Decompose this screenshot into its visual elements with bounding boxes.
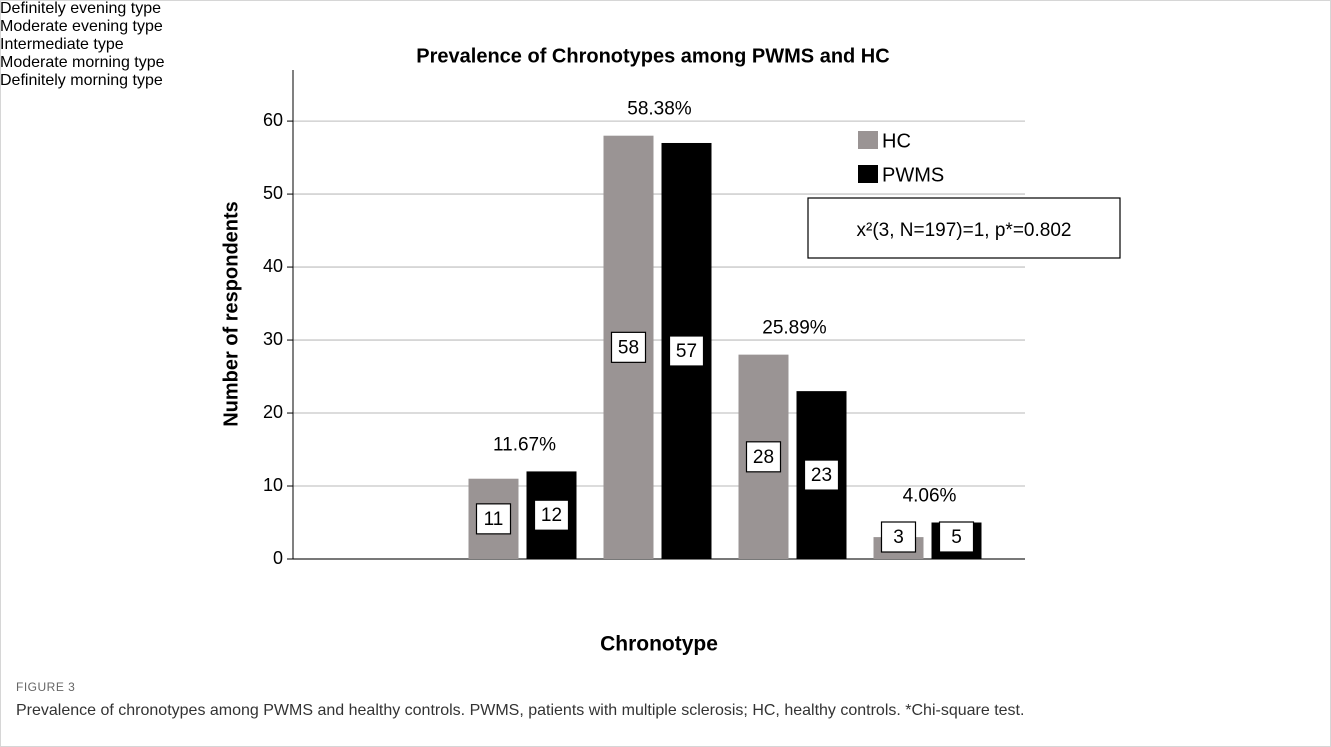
x-tick-label: Definitely evening type	[0, 0, 161, 17]
value-label-text: 5	[951, 527, 962, 548]
value-label-text: 11	[484, 509, 504, 530]
y-tick-label: 60	[263, 110, 283, 130]
value-label: 28	[745, 441, 782, 473]
value-label-box	[938, 521, 975, 553]
annotation: x²(3, N=197)=1, p*=0.802	[857, 220, 1072, 241]
value-label-box	[668, 335, 705, 367]
value-label: 5	[938, 521, 975, 553]
y-tick-label: 50	[263, 183, 283, 203]
legend-label: HC	[882, 130, 911, 152]
y-tick-label: 0	[273, 548, 283, 568]
value-label: 58	[610, 331, 647, 363]
value-label: 23	[803, 459, 840, 491]
group-label: 11.67%	[493, 434, 556, 455]
value-label: 11	[475, 503, 512, 535]
group-label: 58.38%	[627, 99, 692, 120]
legend-swatch	[858, 131, 878, 149]
chart-title: Prevalence of Chronotypes among PWMS and…	[416, 45, 889, 67]
y-tick-label: 20	[263, 402, 283, 422]
value-label-box	[610, 331, 647, 363]
caption-label: FIGURE 3	[16, 680, 76, 694]
value-label-box	[803, 459, 840, 491]
x-tick-label: Intermediate type	[0, 36, 124, 53]
value-label: 3	[880, 521, 917, 553]
chart: Prevalence of Chronotypes among PWMS and…	[220, 45, 1121, 656]
value-label-text: 12	[541, 505, 562, 526]
group-label: 4.06%	[903, 486, 957, 507]
y-tick-label: 10	[263, 475, 283, 495]
value-label-text: 58	[618, 337, 639, 358]
x-tick-label: Moderate morning type	[0, 54, 165, 71]
annotation-box	[807, 197, 1121, 259]
y-axis-label: Number of respondents	[220, 201, 242, 427]
group-label: 25.89%	[762, 318, 827, 339]
value-label-text: 23	[811, 465, 832, 486]
value-label: 12	[533, 499, 570, 531]
y-tick-label: 30	[263, 329, 283, 349]
x-tick-label: Definitely morning type	[0, 72, 163, 89]
y-tick-label: 40	[263, 256, 283, 276]
x-axis-label: Chronotype	[600, 633, 718, 656]
value-label-text: 57	[676, 341, 697, 362]
value-label-text: 3	[893, 527, 904, 548]
value-label-box	[475, 503, 512, 535]
value-label-box	[533, 499, 570, 531]
value-label-text: 28	[753, 447, 774, 468]
value-label-box	[745, 441, 782, 473]
x-tick-label: Moderate evening type	[0, 18, 163, 35]
caption-text: Prevalence of chronotypes among PWMS and…	[16, 702, 1025, 719]
value-label: 57	[668, 335, 705, 367]
legend-swatch	[858, 165, 878, 183]
value-label-box	[880, 521, 917, 553]
legend-label: PWMS	[882, 164, 944, 186]
